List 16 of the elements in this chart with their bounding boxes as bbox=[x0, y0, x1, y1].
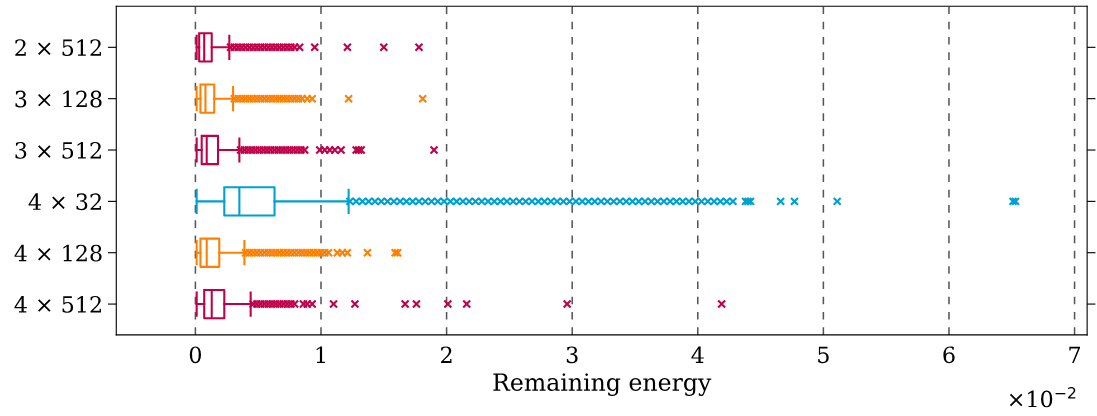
x-tick-label: 0 bbox=[189, 346, 201, 364]
x-axis-title: Remaining energy bbox=[493, 373, 712, 396]
x-tick-label: 6 bbox=[943, 346, 955, 364]
text: ×10$^{−2}$ bbox=[1009, 387, 1076, 408]
y-tick-label: 3 × 512 bbox=[15, 141, 101, 159]
x-tick-label: 2 bbox=[441, 346, 452, 363]
x-tick-label: 5 bbox=[818, 346, 829, 364]
x-tick-label: 3 bbox=[566, 346, 578, 364]
y-tick-label: 3 × 128 bbox=[15, 90, 102, 108]
y-tick-label: 4 × 512 bbox=[14, 296, 101, 313]
y-tick-label: 2 × 512 bbox=[15, 39, 101, 57]
x-tick-label: 7 bbox=[1069, 346, 1081, 363]
y-tick-label: 4 × 32 bbox=[28, 193, 101, 211]
x-tick-label: 4 bbox=[691, 346, 704, 363]
y-tick-label: 4 × 128 bbox=[14, 244, 102, 262]
x-tick-label: 1 bbox=[316, 346, 325, 363]
